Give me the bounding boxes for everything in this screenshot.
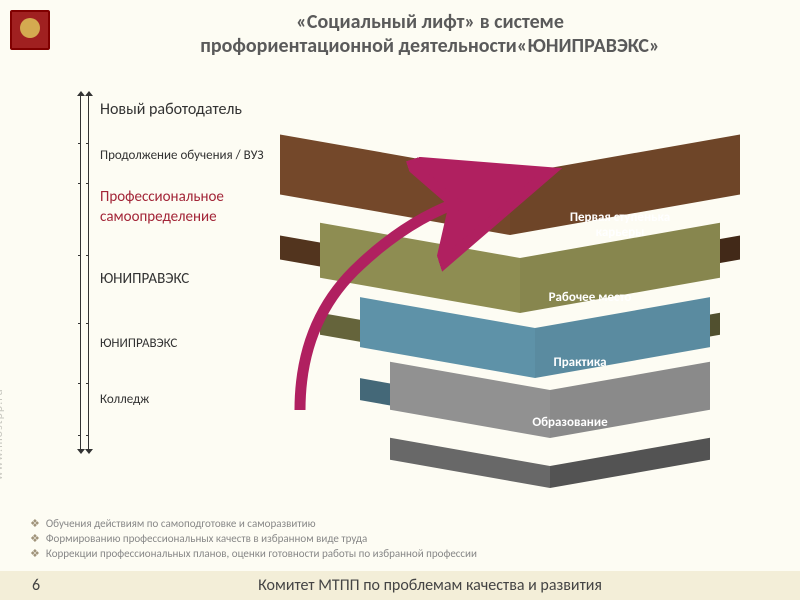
slide-title: «Социальный лифт» в системе профориентац… (70, 10, 790, 58)
axis-left (80, 95, 81, 450)
title-line-1: «Социальный лифт» в системе (296, 10, 564, 34)
bullet-text: Коррекции профессиональных планов, оценк… (46, 547, 477, 560)
platform-label: Практика (520, 355, 640, 370)
footer: 6 Комитет МТПП по проблемам качества и р… (0, 571, 800, 600)
side-label: Профессиональное (100, 188, 224, 206)
bullet-list: ❖ Обучения действиям по самоподготовке и … (30, 515, 790, 562)
footer-text: Комитет МТПП по проблемам качества и раз… (70, 576, 790, 595)
bullet-item: ❖ Формированию профессиональных качеств в… (30, 532, 790, 545)
platform-label: Рабочее место (520, 290, 660, 305)
side-label: самоопределение (100, 208, 217, 226)
side-label: Новый работодатель (100, 100, 242, 119)
bullet-item: ❖ Коррекции профессиональных планов, оцен… (30, 547, 790, 560)
bullet-text: Обучения действиям по самоподготовке и с… (46, 517, 316, 530)
side-label: ЮНИПРАВЭКС (100, 270, 189, 288)
bullet-text: Формированию профессиональных качеств в … (46, 532, 367, 545)
watermark: www.mostpp.ru (0, 388, 6, 480)
platform-label: Образование (500, 415, 640, 430)
bullet-icon: ❖ (30, 532, 40, 545)
logo (10, 10, 50, 50)
bullet-icon: ❖ (30, 517, 40, 530)
bullet-item: ❖ Обучения действиям по самоподготовке и … (30, 517, 790, 530)
side-label: ЮНИПРАВЭКС (100, 336, 177, 351)
side-label: Колледж (100, 392, 149, 407)
axis-right (88, 95, 89, 450)
bullet-icon: ❖ (30, 547, 40, 560)
platform-label: Первая ступенькакарьеры (530, 210, 710, 240)
slide-number: 6 (32, 576, 40, 595)
platform-layer (390, 390, 710, 438)
title-line-2: профориентационной деятельности«ЮНИПРАВЭ… (200, 34, 660, 58)
side-label: Продолжение обучения / ВУЗ (100, 148, 264, 163)
diagram-stage: Новый работодатель Продолжение обучения /… (60, 90, 760, 480)
